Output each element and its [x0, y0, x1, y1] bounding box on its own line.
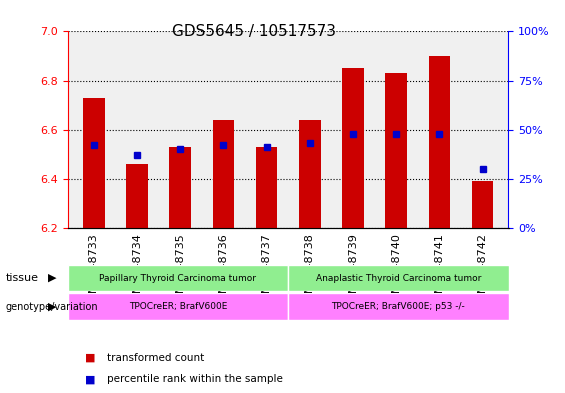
Bar [68, 265, 288, 291]
Text: genotype/variation: genotype/variation [6, 301, 98, 312]
Text: tissue: tissue [6, 273, 38, 283]
Bar [126, 164, 147, 228]
Bar [342, 68, 364, 228]
Bar [288, 265, 508, 291]
Text: ▶: ▶ [48, 301, 57, 312]
Text: ■: ■ [85, 353, 95, 363]
Text: ▶: ▶ [48, 273, 57, 283]
Bar [256, 147, 277, 228]
Text: GDS5645 / 10517573: GDS5645 / 10517573 [172, 24, 336, 39]
Bar [299, 120, 320, 228]
Bar [83, 98, 105, 228]
Bar [68, 293, 288, 320]
Bar [212, 120, 234, 228]
Bar [170, 147, 191, 228]
Text: TPOCreER; BrafV600E; p53 -/-: TPOCreER; BrafV600E; p53 -/- [332, 302, 465, 311]
Text: Anaplastic Thyroid Carcinoma tumor: Anaplastic Thyroid Carcinoma tumor [316, 274, 481, 283]
Bar [472, 181, 493, 228]
Bar [385, 73, 407, 228]
Bar [429, 56, 450, 228]
Text: TPOCreER; BrafV600E: TPOCreER; BrafV600E [129, 302, 227, 311]
Bar [288, 293, 508, 320]
Text: ■: ■ [85, 374, 95, 384]
Text: percentile rank within the sample: percentile rank within the sample [107, 374, 283, 384]
Text: transformed count: transformed count [107, 353, 205, 363]
Text: Papillary Thyroid Carcinoma tumor: Papillary Thyroid Carcinoma tumor [99, 274, 257, 283]
